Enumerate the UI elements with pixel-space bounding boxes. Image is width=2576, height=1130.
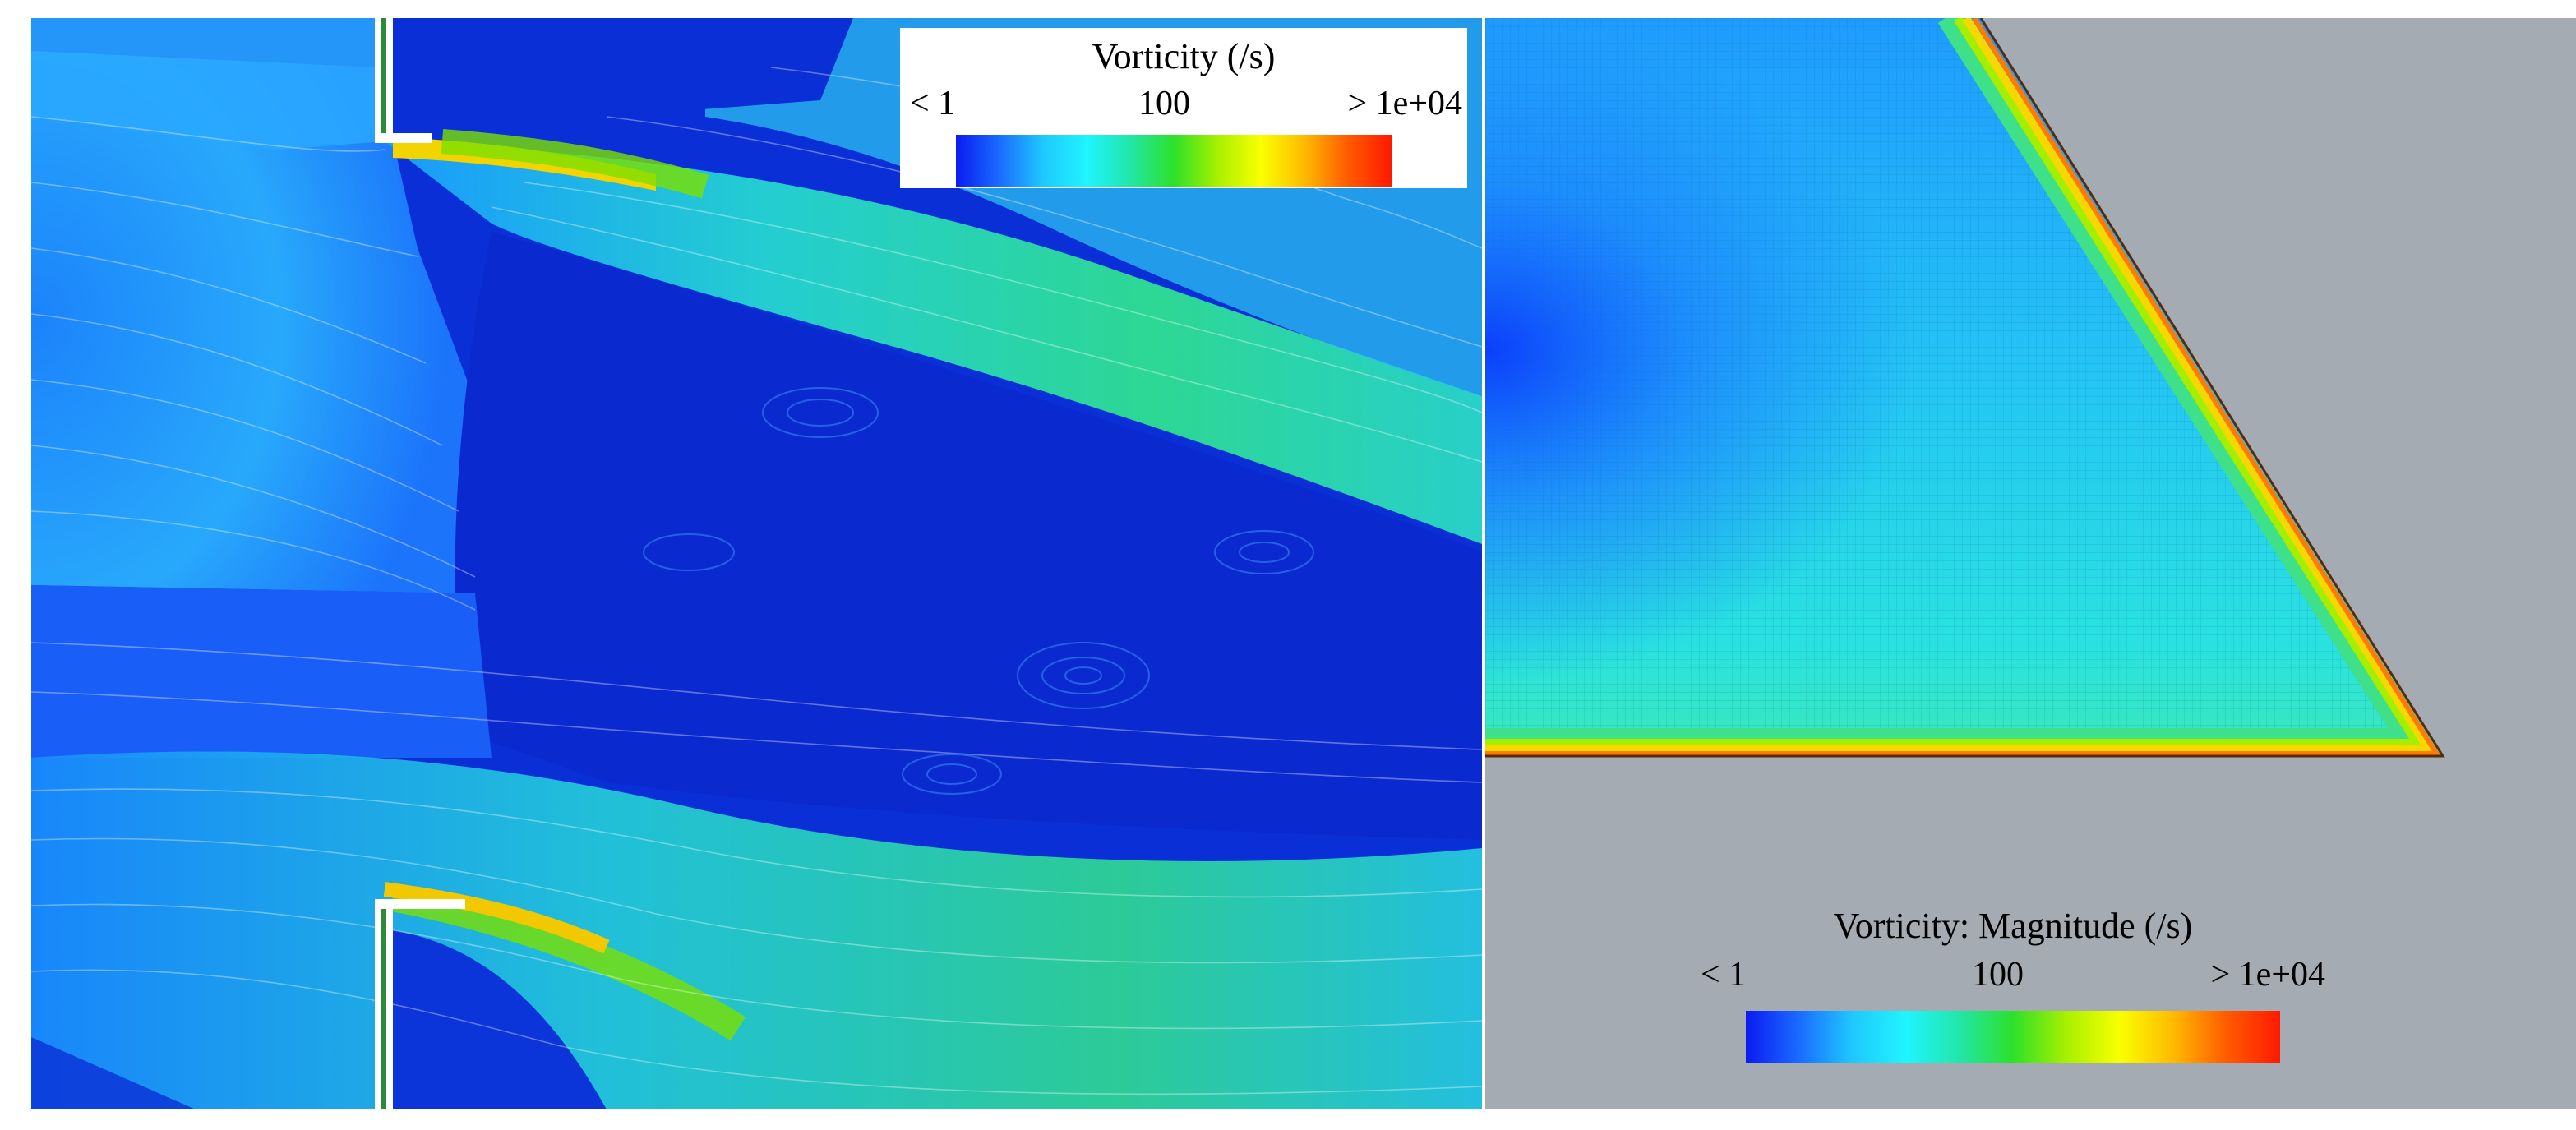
legend-tick-mid: 100 [1138, 85, 1190, 122]
colorbar-legend: Vorticity (/s) < 1 100 > 1e+04 [900, 28, 1467, 188]
legend-tick-mid: 100 [1972, 956, 2024, 994]
colorbar-legend-magnitude: Vorticity: Magnitude (/s) < 1 100 > 1e+0… [1701, 888, 2325, 1085]
legend-tick-min: < 1 [1701, 956, 1747, 994]
legend-title: Vorticity (/s) [1092, 36, 1276, 76]
colorbar [1746, 1011, 2280, 1063]
vorticity-magnitude-plot: Vorticity: Magnitude (/s) < 1 100 > 1e+0… [1485, 18, 2576, 1109]
vorticity-field-image [31, 18, 1482, 1109]
legend-title: Vorticity: Magnitude (/s) [1833, 906, 2193, 946]
vorticity-magnitude-image [1485, 18, 2576, 1109]
vorticity-streamline-plot: Vorticity (/s) < 1 100 > 1e+04 [31, 18, 1482, 1109]
legend-tick-max: > 1e+04 [1347, 85, 1462, 122]
legend-tick-min: < 1 [910, 85, 956, 122]
legend-tick-max: > 1e+04 [2210, 956, 2325, 994]
colorbar [956, 135, 1392, 187]
